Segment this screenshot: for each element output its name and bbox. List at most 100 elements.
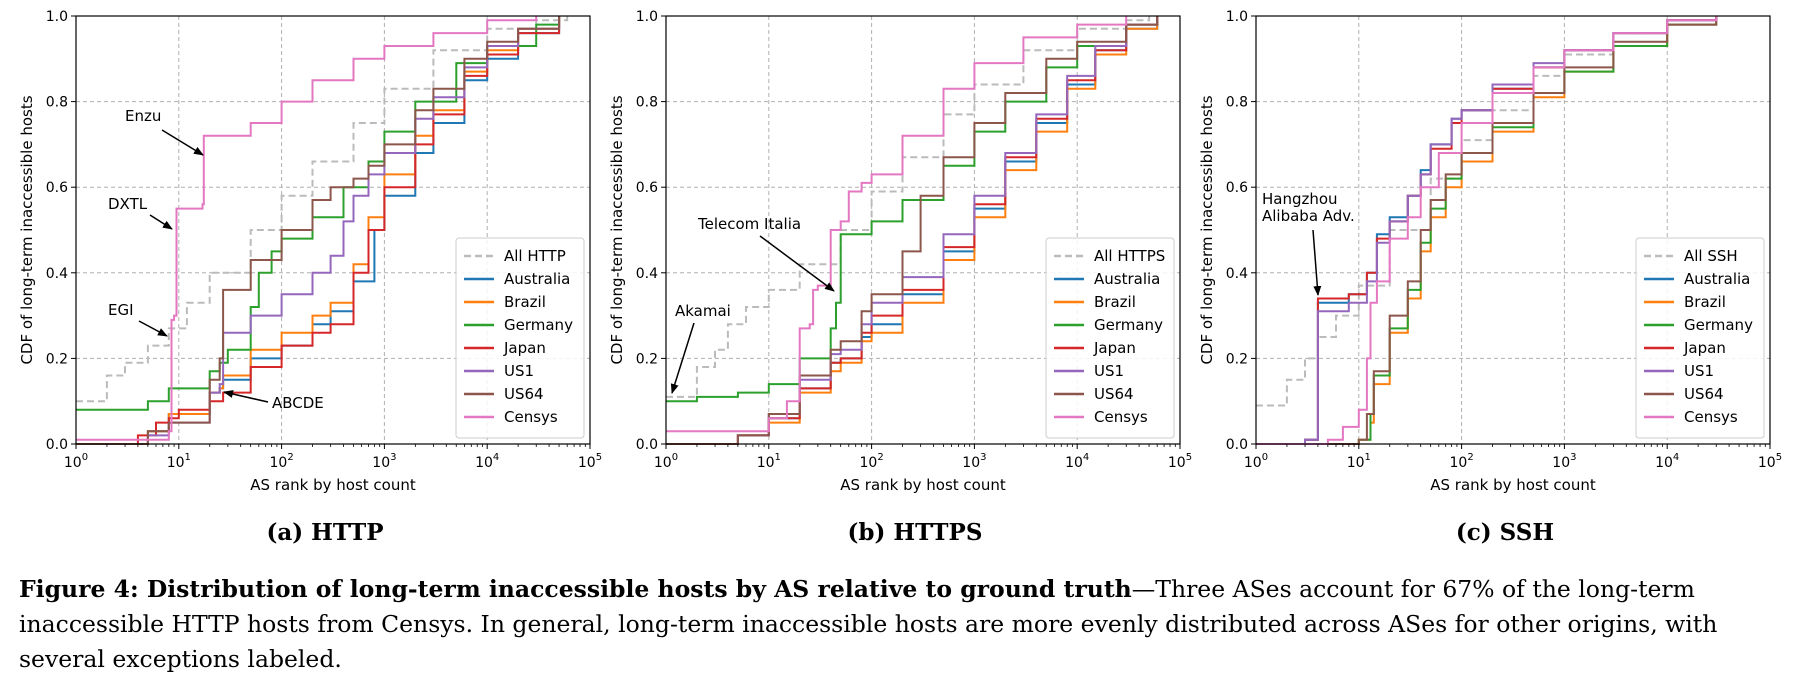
subfigure-caption: (c) SSH — [1456, 519, 1554, 546]
series-line-us64 — [76, 16, 561, 445]
annotation-arrow — [759, 235, 835, 292]
y-tick-label: 0.2 — [1226, 351, 1248, 367]
legend-entry: Australia — [504, 270, 570, 288]
x-tick-label: 102 — [1449, 452, 1473, 471]
legend-entry: Brazil — [504, 293, 546, 311]
y-tick-label: 0.0 — [636, 437, 658, 453]
annotation-arrow — [670, 322, 695, 394]
x-tick-label: 103 — [1552, 452, 1576, 471]
annotation-arrow — [149, 214, 173, 230]
legend-entry: All HTTP — [504, 247, 566, 265]
y-tick-label: 0.6 — [1226, 180, 1248, 196]
chart-panel-2: 100 101 102 103 104 105 0.0 0.2 0.4 0.6 0.8 1.0 AS r… — [608, 9, 1192, 546]
chart-panel-1: 100 101 102 103 104 105 0.0 0.2 0.4 0.6 0.8 1.0 AS r… — [18, 9, 602, 546]
y-tick-label: 0.4 — [1226, 266, 1248, 282]
plot-frame — [665, 15, 1181, 445]
x-tick-label: 100 — [654, 452, 678, 471]
caption-rest: —Three ASes account for 67% of the long-… — [19, 575, 1718, 673]
legend-entry: US64 — [1684, 385, 1724, 403]
x-tick-label: 102 — [269, 452, 293, 471]
x-tick-label: 104 — [1655, 452, 1679, 471]
legend-entry: Australia — [1684, 270, 1750, 288]
y-tick-label: 0.4 — [46, 266, 68, 282]
chart-panel-3: 100 101 102 103 104 105 0.0 0.2 0.4 0.6 0.8 1.0 AS r… — [1198, 9, 1782, 546]
annotation-label: EGI — [108, 301, 134, 319]
legend-frame — [455, 237, 585, 439]
annotation-label: Akamai — [675, 302, 731, 320]
y-axis-label: CDF of long-term inaccessible hosts — [1198, 95, 1216, 364]
y-tick-label: 0.4 — [636, 266, 658, 282]
annotation-arrow — [1312, 229, 1322, 296]
annotation-label: Enzu — [125, 107, 161, 125]
x-tick-label: 103 — [372, 452, 396, 471]
legend-entry: US64 — [1094, 385, 1134, 403]
annotation-label: Telecom Italia — [697, 215, 801, 233]
legend-entry: Japan — [503, 339, 546, 357]
y-tick-label: 1.0 — [636, 9, 658, 25]
figure-caption: Figure 4: Distribution of long-term inac… — [19, 572, 1784, 677]
x-axis-label: AS rank by host count — [250, 476, 416, 494]
legend-entry: Censys — [1094, 408, 1148, 426]
legend-entry: Japan — [1093, 339, 1136, 357]
annotation-arrow — [223, 390, 269, 403]
legend-entry: Brazil — [1094, 293, 1136, 311]
x-tick-label: 102 — [859, 452, 883, 471]
y-tick-label: 0.8 — [636, 95, 658, 111]
x-tick-label: 100 — [64, 452, 88, 471]
y-tick-label: 1.0 — [1226, 9, 1248, 25]
y-tick-label: 1.0 — [46, 9, 68, 25]
legend-entry: US1 — [1094, 362, 1124, 380]
y-tick-label: 0.0 — [1226, 437, 1248, 453]
y-tick-label: 0.8 — [46, 95, 68, 111]
legend-frame — [1045, 237, 1175, 439]
x-tick-label: 105 — [1168, 452, 1192, 471]
legend-entry: Censys — [504, 408, 558, 426]
x-tick-label: 104 — [475, 452, 499, 471]
legend-entry: US1 — [504, 362, 534, 380]
x-tick-label: 100 — [1244, 452, 1268, 471]
legend: All SSH Australia Brazil Germany Japan US1 US6… — [1635, 237, 1765, 439]
legend-entry: US64 — [504, 385, 544, 403]
x-tick-label: 101 — [1347, 452, 1371, 471]
series-line-censys — [1256, 16, 1718, 445]
y-tick-label: 0.2 — [46, 351, 68, 367]
annotation-label: Alibaba Adv. — [1262, 207, 1355, 225]
subfigure-caption: (a) HTTP — [266, 519, 383, 546]
y-tick-label: 0.0 — [46, 437, 68, 453]
legend-entry: Brazil — [1684, 293, 1726, 311]
annotation-label: Hangzhou — [1262, 190, 1338, 208]
x-tick-label: 105 — [1758, 452, 1782, 471]
x-tick-label: 101 — [757, 452, 781, 471]
x-tick-label: 104 — [1065, 452, 1089, 471]
subfigure-caption: (b) HTTPS — [848, 519, 983, 546]
x-axis-label: AS rank by host count — [1430, 476, 1596, 494]
plot-frame — [75, 15, 591, 445]
y-axis-label: CDF of long-term inaccessible hosts — [18, 95, 36, 364]
x-axis-label: AS rank by host count — [840, 476, 1006, 494]
series-line-censys — [666, 16, 1128, 433]
legend-entry: Germany — [504, 316, 573, 334]
legend-entry: Japan — [1683, 339, 1726, 357]
series-line-germany — [666, 16, 1159, 403]
legend-frame — [1635, 237, 1765, 439]
annotation-arrow — [138, 320, 168, 337]
annotation-arrow — [161, 129, 204, 156]
legend-entry: Germany — [1684, 316, 1753, 334]
plot-frame — [1255, 15, 1771, 445]
annotation-label: DXTL — [108, 195, 148, 213]
legend-entry: All SSH — [1684, 247, 1738, 265]
legend-entry: Censys — [1684, 408, 1738, 426]
y-axis-label: CDF of long-term inaccessible hosts — [608, 95, 626, 364]
y-tick-label: 0.2 — [636, 351, 658, 367]
legend-entry: All HTTPS — [1094, 247, 1165, 265]
series-line-censys — [76, 16, 538, 441]
legend: All HTTPS Australia Brazil Germany Japan US1 U… — [1045, 237, 1175, 439]
y-tick-label: 0.8 — [1226, 95, 1248, 111]
legend-entry: Germany — [1094, 316, 1163, 334]
y-tick-label: 0.6 — [46, 180, 68, 196]
series-line-us64 — [1256, 16, 1718, 445]
x-tick-label: 101 — [167, 452, 191, 471]
legend-entry: Australia — [1094, 270, 1160, 288]
x-tick-label: 103 — [962, 452, 986, 471]
caption-bold: Figure 4: Distribution of long-term inac… — [19, 575, 1132, 603]
